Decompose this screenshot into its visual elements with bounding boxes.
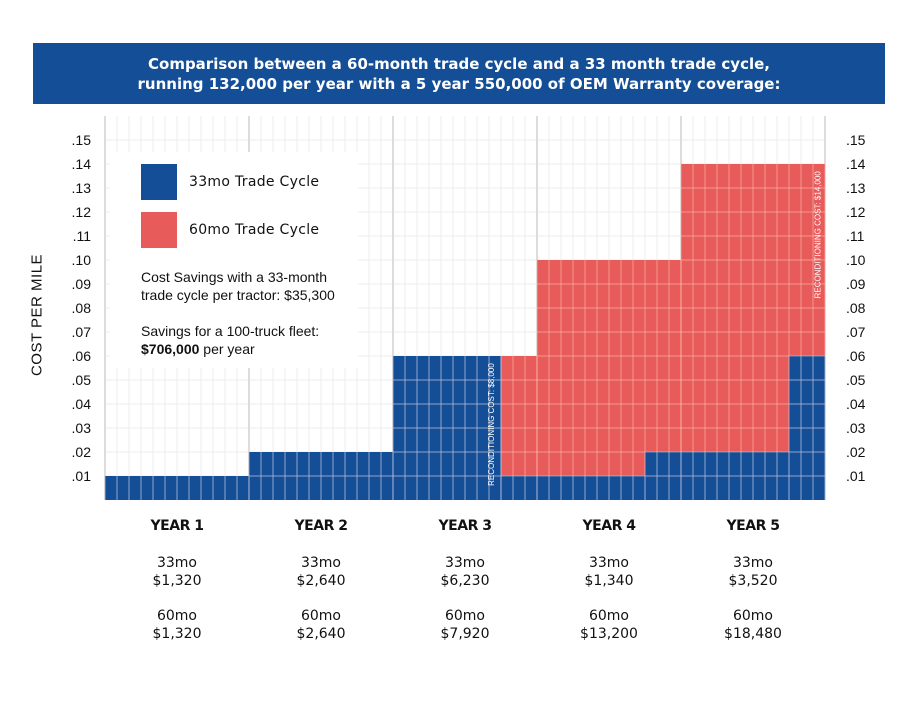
y-tick-label-left: .07	[72, 324, 92, 340]
y-tick-label-left: .15	[72, 132, 92, 148]
fleet-savings-amount: $706,000	[141, 341, 200, 357]
y-tick-label-right: .11	[846, 228, 865, 244]
legend-label-33mo: 33mo Trade Cycle	[189, 174, 320, 190]
y-tick-label-right: .08	[846, 300, 866, 316]
title-line-1: Comparison between a 60-month trade cycl…	[148, 54, 770, 73]
legend-label-60mo: 60mo Trade Cycle	[189, 222, 320, 238]
y-tick-label-right: .09	[846, 276, 866, 292]
bar-step-33mo	[501, 476, 645, 500]
reconditioning-cost-annotation: RECONDITIONING COST: $8,000	[487, 363, 496, 486]
y-tick-label-right: .12	[846, 204, 866, 220]
reconditioning-cost-annotation: RECONDITIONING COST: $14,000	[814, 171, 823, 299]
savings-note-line-2: trade cycle per tractor: $35,300	[141, 287, 335, 303]
year-label: YEAR 2	[294, 518, 348, 534]
cost-60mo: $13,200	[580, 626, 638, 642]
y-tick-label-left: .02	[72, 444, 92, 460]
series-33mo-label: 33mo	[300, 555, 342, 571]
series-60mo-label: 60mo	[156, 608, 198, 624]
y-tick-label-right: .14	[846, 156, 866, 172]
year-column: YEAR 1 33mo $1,320 60mo $1,320	[105, 518, 249, 643]
cost-33mo: $3,520	[728, 573, 778, 589]
cost-33mo: $1,320	[152, 573, 202, 589]
fleet-savings-note: Savings for a 100-truck fleet: $706,000 …	[141, 322, 319, 358]
fleet-note-line-2: $706,000 per year	[141, 340, 319, 358]
series-60mo-label: 60mo	[444, 608, 486, 624]
y-tick-label-left: .11	[73, 228, 92, 244]
savings-note-line-1: Cost Savings with a 33-month	[141, 269, 327, 285]
year-column: YEAR 4 33mo $1,340 60mo $13,200	[537, 518, 681, 643]
cost-60mo: $2,640	[296, 626, 346, 642]
y-tick-label-left: .14	[72, 156, 92, 172]
cost-33mo: $6,230	[440, 573, 490, 589]
y-tick-label-right: .10	[846, 252, 866, 268]
legend-swatch-60mo	[141, 212, 177, 248]
series-60mo-label: 60mo	[732, 608, 774, 624]
year-column: YEAR 2 33mo $2,640 60mo $2,640	[249, 518, 393, 643]
y-axis-label-text: COST PER MILE	[28, 253, 46, 377]
legend: 33mo Trade Cycle 60mo Trade Cycle Cost S…	[110, 152, 358, 368]
y-tick-label-left: .01	[72, 468, 92, 484]
cost-33mo: $2,640	[296, 573, 346, 589]
legend-item-33mo: 33mo Trade Cycle	[141, 164, 319, 200]
year-column: YEAR 3 33mo $6,230 60mo $7,920	[393, 518, 537, 643]
year-label: YEAR 4	[582, 518, 636, 534]
series-60mo-label: 60mo	[588, 608, 630, 624]
y-tick-label-right: .15	[846, 132, 866, 148]
y-tick-label-left: .05	[72, 372, 92, 388]
y-tick-label-left: .12	[72, 204, 92, 220]
bar-step-33mo	[789, 356, 825, 500]
y-tick-label-left: .10	[72, 252, 92, 268]
cost-33mo: $1,340	[584, 573, 634, 589]
bar-step-33mo	[249, 452, 393, 500]
y-tick-label-right: .02	[846, 444, 866, 460]
bar-step-33mo	[105, 476, 249, 500]
series-33mo-label: 33mo	[588, 555, 630, 571]
bar-step-33mo	[645, 452, 789, 500]
y-tick-label-left: .13	[72, 180, 92, 196]
y-tick-label-left: .08	[72, 300, 92, 316]
year-label: YEAR 3	[438, 518, 492, 534]
y-tick-label-left: .06	[72, 348, 92, 364]
savings-per-tractor-note: Cost Savings with a 33-month trade cycle…	[141, 268, 335, 304]
title-banner: Comparison between a 60-month trade cycl…	[33, 43, 885, 104]
y-tick-label-right: .13	[846, 180, 866, 196]
year-label: YEAR 5	[726, 518, 780, 534]
y-tick-label-right: .04	[846, 396, 866, 412]
year-column: YEAR 5 33mo $3,520 60mo $18,480	[681, 518, 825, 643]
fleet-note-line-1: Savings for a 100-truck fleet:	[141, 323, 320, 339]
series-33mo-label: 33mo	[444, 555, 486, 571]
series-33mo-label: 33mo	[156, 555, 198, 571]
series-60mo-label: 60mo	[300, 608, 342, 624]
title-line-2: running 132,000 per year with a 5 year 5…	[137, 74, 781, 93]
series-33mo-label: 33mo	[732, 555, 774, 571]
bar-step-33mo	[393, 356, 501, 500]
cost-60mo: $7,920	[440, 626, 490, 642]
y-tick-label-left: .04	[72, 396, 92, 412]
legend-swatch-33mo	[141, 164, 177, 200]
y-tick-label-right: .03	[846, 420, 866, 436]
legend-item-60mo: 60mo Trade Cycle	[141, 212, 319, 248]
y-tick-label-right: .05	[846, 372, 866, 388]
y-tick-label-right: .07	[846, 324, 866, 340]
year-cost-table: YEAR 1 33mo $1,320 60mo $1,320 YEAR 2 33…	[105, 518, 825, 643]
y-tick-label-right: .01	[846, 468, 866, 484]
y-tick-label-left: .03	[72, 420, 92, 436]
fleet-savings-suffix: per year	[199, 341, 255, 357]
cost-60mo: $1,320	[152, 626, 202, 642]
y-tick-label-right: .06	[846, 348, 866, 364]
y-tick-label-left: .09	[72, 276, 92, 292]
cost-60mo: $18,480	[724, 626, 782, 642]
year-label: YEAR 1	[150, 518, 204, 534]
